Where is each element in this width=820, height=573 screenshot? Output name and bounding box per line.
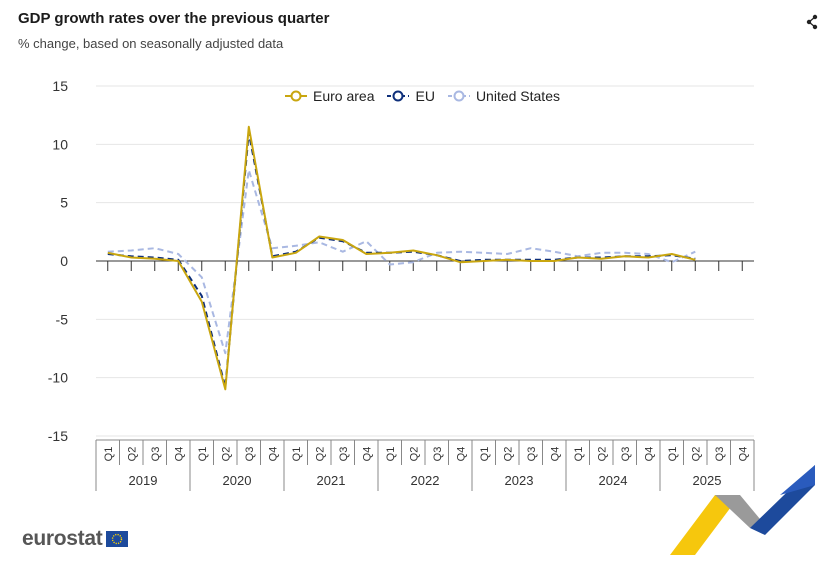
- x-year-label: 2022: [411, 473, 440, 488]
- y-tick-label: -10: [48, 370, 68, 386]
- legend-marker-united-states: [447, 90, 470, 102]
- x-quarter-label: Q2: [220, 447, 232, 462]
- y-tick-label: -15: [48, 428, 68, 444]
- x-quarter-label: Q4: [549, 447, 561, 462]
- x-quarter-label: Q1: [197, 447, 209, 462]
- chart-title: GDP growth rates over the previous quart…: [18, 10, 330, 27]
- x-quarter-label: Q4: [267, 447, 279, 462]
- legend-marker-euro-area: [285, 90, 307, 102]
- y-tick-label: 10: [52, 136, 68, 152]
- series-line-united-states: [107, 169, 696, 355]
- x-quarter-label: Q3: [714, 447, 726, 462]
- x-quarter-label: Q1: [103, 447, 115, 462]
- x-quarter-label: Q3: [338, 447, 350, 462]
- logo-text: eurostat: [22, 527, 103, 550]
- x-quarter-label: Q4: [455, 447, 467, 462]
- x-quarter-label: Q3: [244, 447, 256, 462]
- x-quarter-label: Q1: [573, 447, 585, 462]
- x-year-label: 2024: [599, 473, 628, 488]
- legend-item-eu[interactable]: EU: [386, 88, 435, 104]
- eu-flag-icon: [106, 531, 129, 547]
- x-quarter-label: Q1: [291, 447, 303, 462]
- legend-label-eu: EU: [415, 88, 435, 104]
- x-quarter-label: Q2: [690, 447, 702, 462]
- x-quarter-label: Q4: [173, 447, 185, 462]
- x-quarter-label: Q3: [526, 447, 538, 462]
- decorative-chevron-graphic: [670, 465, 815, 555]
- x-year-label: 2021: [317, 473, 346, 488]
- legend-label-euro-area: Euro area: [313, 88, 375, 104]
- legend-label-united-states: United States: [475, 88, 560, 104]
- series-line-eu: [107, 131, 696, 388]
- x-quarter-label: Q2: [314, 447, 326, 462]
- x-year-label: 2020: [223, 473, 252, 488]
- x-quarter-label: Q1: [385, 447, 397, 462]
- x-quarter-label: Q3: [150, 447, 162, 462]
- y-tick-label: 5: [60, 195, 68, 211]
- x-quarter-label: Q4: [737, 447, 749, 462]
- legend-item-euro-area[interactable]: Euro area: [284, 88, 374, 104]
- x-quarter-label: Q2: [408, 447, 420, 462]
- x-quarter-label: Q4: [361, 447, 373, 462]
- x-quarter-label: Q3: [620, 447, 632, 462]
- eurostat-logo: eurostat: [22, 527, 129, 551]
- x-quarter-label: Q1: [479, 447, 491, 462]
- y-tick-label: -5: [56, 311, 69, 327]
- legend-marker-eu: [387, 90, 410, 102]
- x-year-label: 2019: [129, 473, 158, 488]
- y-tick-label: 0: [60, 253, 68, 269]
- y-tick-label: 15: [52, 78, 68, 94]
- x-quarter-label: Q3: [432, 447, 444, 462]
- series-line-euro-area: [107, 125, 696, 391]
- x-quarter-label: Q2: [126, 447, 138, 462]
- x-quarter-label: Q4: [643, 447, 655, 462]
- x-quarter-label: Q1: [667, 447, 679, 462]
- share-icon[interactable]: [806, 14, 820, 30]
- x-year-label: 2023: [505, 473, 534, 488]
- chart-subtitle: % change, based on seasonally adjusted d…: [18, 36, 284, 51]
- x-year-label: 2025: [693, 473, 722, 488]
- chart-legend: Euro area EU United States: [284, 88, 560, 104]
- x-quarter-label: Q2: [502, 447, 514, 462]
- x-quarter-label: Q2: [596, 447, 608, 462]
- legend-item-united-states[interactable]: United States: [447, 88, 560, 104]
